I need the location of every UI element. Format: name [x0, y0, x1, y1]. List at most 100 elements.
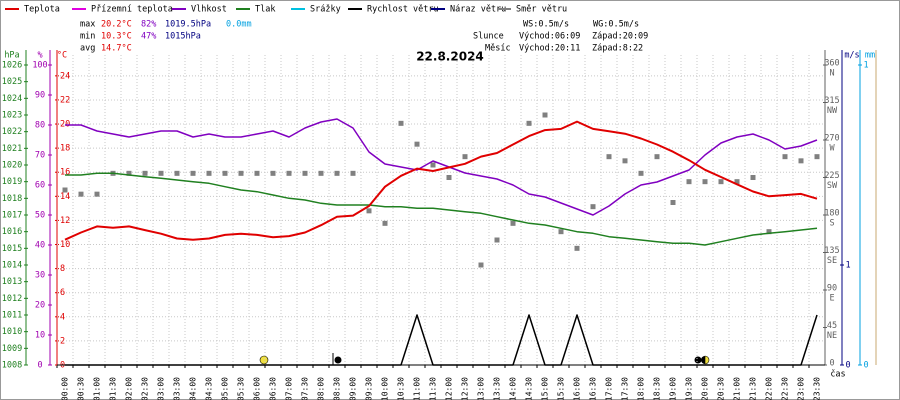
wind-direction-point [302, 170, 308, 176]
wind-direction-point [494, 237, 500, 243]
y-tick-label: 70 [35, 151, 45, 161]
x-tick-label: 14:00 [509, 377, 518, 400]
wind-direction-point [814, 154, 820, 160]
sunrise-icon [259, 355, 269, 365]
y-tick-direction: E [829, 294, 834, 304]
legend-label: Přízemní teplota [91, 5, 173, 15]
y-tick-label: 4 [60, 312, 65, 322]
wind-direction-point [222, 170, 228, 176]
legend-label: Rychlost větru [367, 5, 439, 15]
wind-direction-point [750, 175, 756, 180]
x-tick-label: 04:00 [189, 377, 198, 400]
x-tick-label: 16:30 [589, 377, 598, 400]
wind-direction-point [430, 162, 436, 168]
legend-label: Vlhkost [191, 5, 227, 15]
legend-label: Směr větru [516, 5, 567, 15]
y-tick-label: 1022 [2, 127, 22, 137]
y-tick-direction: NE [827, 331, 837, 341]
y-tick-label: 1 [863, 61, 868, 71]
x-tick-label: 08:30 [333, 377, 342, 400]
stat-text: 0.0mm [226, 20, 252, 30]
wind-direction-point [334, 170, 340, 176]
y-tick-label: 10 [60, 240, 70, 250]
x-tick-label: 09:30 [365, 377, 374, 400]
x-tick-label: 20:30 [717, 377, 726, 400]
wind-direction-point [446, 175, 452, 180]
y-tick-label: 2 [60, 336, 65, 346]
y-tick-label: 1011 [2, 311, 22, 321]
info-text: WG:0.5m/s [593, 20, 639, 30]
wind-direction-point [542, 112, 548, 118]
y-tick-label: 1015 [2, 244, 22, 254]
y-tick-direction: SW [827, 181, 838, 191]
wind-direction-point [462, 154, 468, 160]
wind-direction-point [670, 200, 676, 205]
y-tick-label: 1010 [2, 327, 22, 337]
x-tick-label: 21:30 [749, 377, 758, 400]
wind-direction-point [238, 170, 244, 176]
y-tick-direction: SE [827, 256, 837, 266]
x-tick-label: 05:30 [237, 377, 246, 400]
wind-direction-point [142, 170, 148, 176]
stat-text: 14.7°C [101, 44, 132, 54]
wind-direction-point [590, 204, 596, 210]
y-tick-label: 60 [35, 181, 45, 191]
wind-direction-point [254, 170, 260, 176]
x-tick-label: 21:00 [733, 377, 742, 400]
x-tick-label: 07:00 [285, 377, 294, 400]
y-tick-label: 80 [35, 121, 45, 131]
x-tick-label: 02:30 [141, 377, 150, 400]
y-tick-label: 100 [32, 61, 47, 71]
x-tick-label: 06:30 [269, 377, 278, 400]
y-tick-label: 1026 [2, 61, 22, 71]
x-tick-label: 15:00 [541, 377, 550, 400]
wind-direction-point [638, 170, 644, 176]
wind-direction-point [526, 120, 532, 126]
info-text: Východ:20:11 [519, 44, 580, 54]
y-tick-label: 1023 [2, 111, 22, 121]
wind-direction-point [206, 170, 212, 176]
series-line [65, 172, 818, 246]
y-tick-label: 1016 [2, 227, 22, 237]
info-text: Východ:06:09 [519, 32, 580, 42]
stat-text: 1019.5hPa [165, 20, 211, 30]
x-tick-label: 18:30 [653, 377, 662, 400]
wind-direction-point [366, 208, 372, 214]
x-axis-label: čas [830, 369, 845, 380]
moonrise-icon [701, 356, 705, 364]
wind-direction-point [158, 170, 164, 176]
stat-text: 20.2°C [101, 20, 132, 30]
y-tick-label: 1 [845, 261, 850, 271]
y-tick-label: 1012 [2, 294, 22, 304]
y-tick-label: 12 [60, 216, 70, 226]
axis-unit: % [37, 51, 42, 61]
y-tick-label: 18 [60, 144, 70, 154]
wind-direction-point [718, 179, 724, 185]
legend-label: Tlak [255, 5, 275, 15]
y-tick-label: 0 [845, 361, 850, 371]
y-tick-label: 1013 [2, 277, 22, 287]
wind-direction-point [622, 158, 628, 164]
series-line [64, 120, 818, 241]
y-tick-label: 1021 [2, 144, 22, 154]
info-text: Západ:20:09 [592, 32, 648, 42]
y-tick-label: 40 [35, 241, 45, 251]
x-tick-label: 00:00 [61, 377, 70, 400]
y-tick-label: 90 [35, 91, 45, 101]
x-tick-label: 12:30 [461, 377, 470, 400]
x-tick-label: 07:30 [301, 377, 310, 400]
chart-title: 22.8.2024 [416, 50, 484, 64]
wind-direction-point [174, 170, 180, 176]
x-tick-label: 12:00 [445, 377, 454, 400]
y-tick-label: 0 [37, 361, 42, 371]
wind-direction-point [62, 187, 68, 193]
wind-direction-point [510, 220, 516, 226]
moonset-icon [334, 356, 342, 364]
wind-direction-point [286, 170, 292, 176]
wind-direction-point [126, 170, 132, 176]
x-tick-label: 20:00 [701, 377, 710, 400]
y-tick-label: 45 [827, 321, 837, 331]
y-tick-label: 225 [824, 171, 839, 181]
